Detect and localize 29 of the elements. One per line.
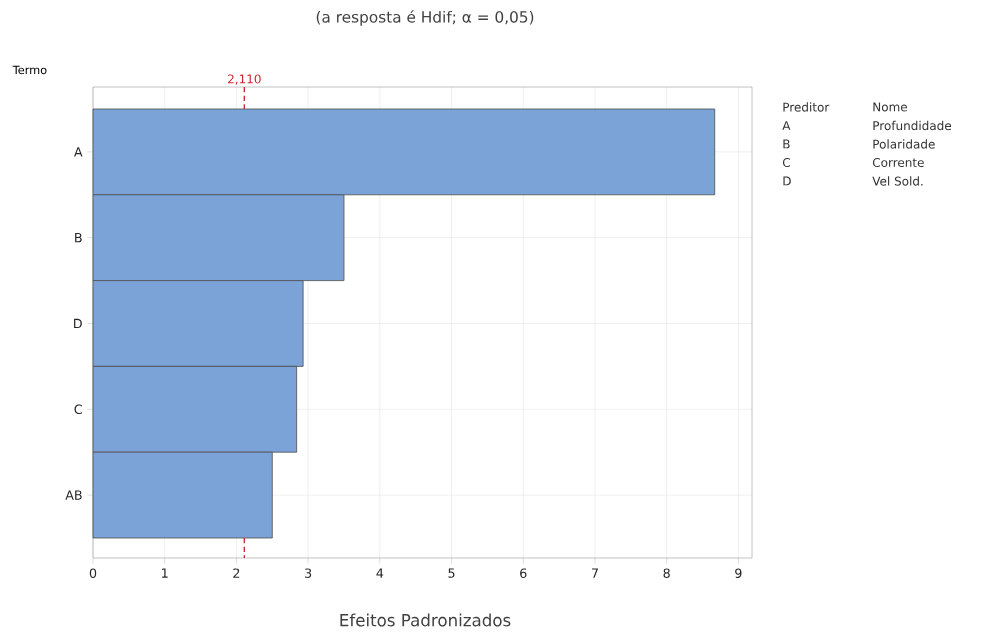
text: Profundidade (873, 120, 952, 131)
text: Polaridade (873, 139, 935, 149)
x-tick-label: 2 (233, 568, 240, 578)
x-tick-label: 0 (89, 568, 97, 578)
x-tick-label: 9 (735, 568, 742, 578)
text: A (782, 121, 791, 130)
text: Corrente (872, 157, 924, 168)
x-tick-label: 3 (305, 568, 312, 578)
text: Preditor (783, 102, 830, 112)
y-tick-label: B (75, 233, 82, 243)
y-tick-label: D (74, 318, 82, 329)
y-tick-label: AB (65, 490, 82, 500)
text: D (783, 176, 791, 186)
text: C (782, 157, 791, 168)
y-tick-label: C (74, 404, 82, 415)
chart-title: (a resposta é Hdif; α = 0,05) (316, 10, 534, 26)
text: Vel Sold. (872, 176, 923, 186)
y-tick-label: A (74, 147, 83, 157)
x-tick-label: 7 (591, 568, 598, 578)
x-axis-title: Efeitos Padronizados (340, 613, 511, 627)
ref-line-label: 2,110 (228, 74, 261, 85)
text: B (783, 139, 790, 149)
x-tick-label: 4 (376, 568, 384, 578)
text: Nome (873, 102, 908, 112)
x-tick-label: 6 (520, 568, 527, 578)
y-axis-title: Termo (12, 65, 47, 75)
x-tick-label: 5 (448, 568, 455, 578)
x-tick-label: 1 (162, 568, 168, 578)
x-tick-label: 8 (663, 568, 670, 578)
